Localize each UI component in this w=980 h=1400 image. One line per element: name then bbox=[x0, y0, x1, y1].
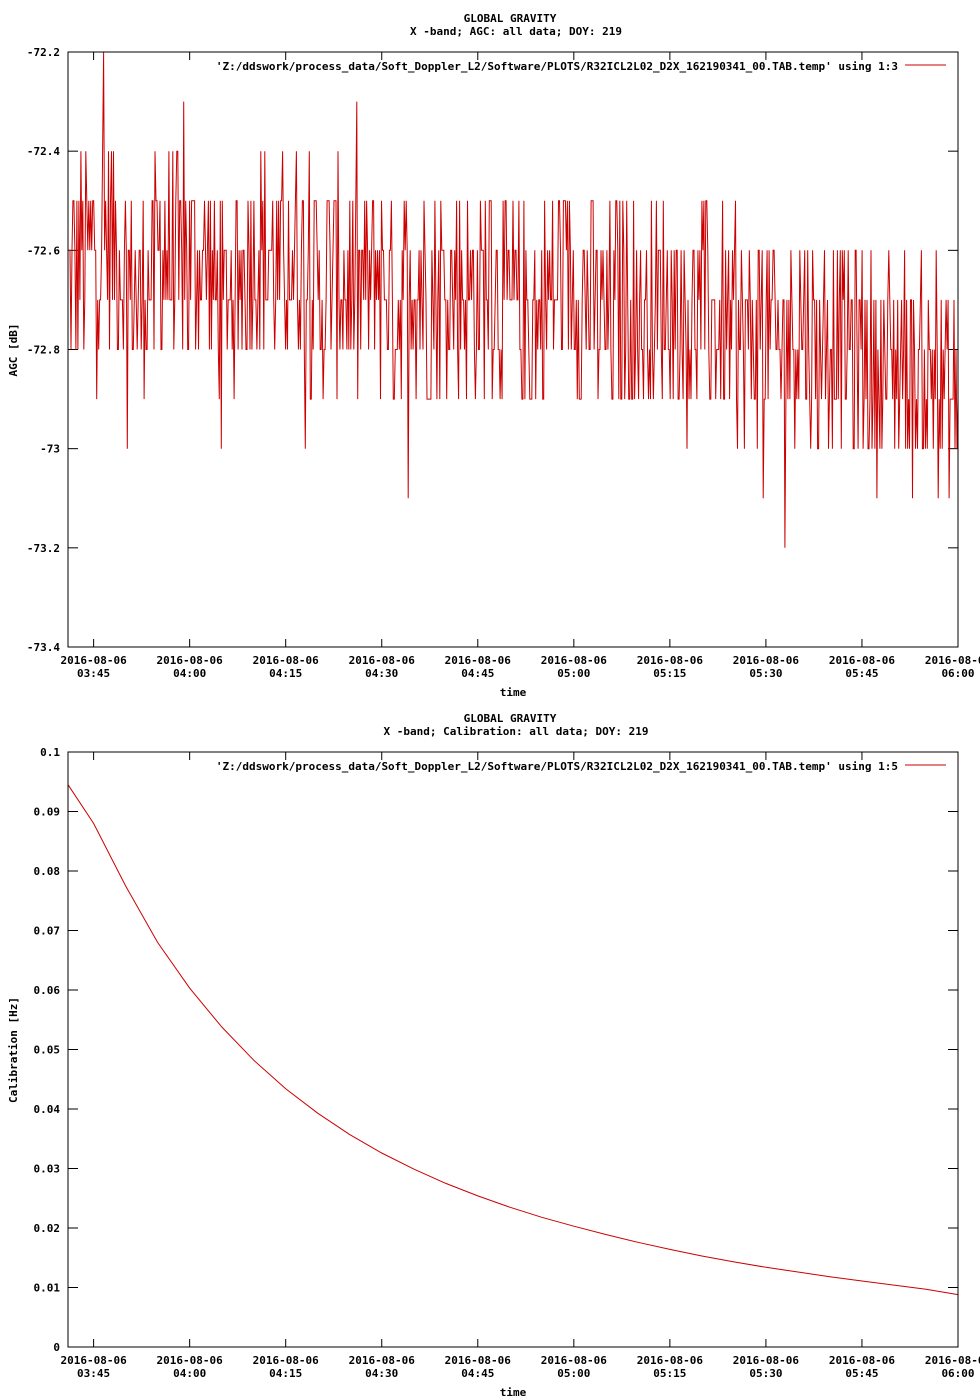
calibration-y-tick-label: 0.09 bbox=[34, 806, 61, 819]
agc-x-tick-time: 04:30 bbox=[365, 667, 398, 680]
agc-x-tick-time: 04:15 bbox=[269, 667, 302, 680]
calibration-x-tick-time: 05:30 bbox=[749, 1367, 782, 1380]
calibration-x-ticks: 2016-08-0603:452016-08-0604:002016-08-06… bbox=[60, 752, 980, 1380]
agc-plot: GLOBAL GRAVITY X -band; AGC: all data; D… bbox=[7, 12, 980, 699]
calibration-x-axis-label: time bbox=[500, 1386, 527, 1399]
calibration-y-tick-label: 0.03 bbox=[34, 1163, 61, 1176]
agc-plot-subtitle: X -band; AGC: all data; DOY: 219 bbox=[410, 25, 622, 38]
calibration-y-tick-label: 0.01 bbox=[34, 1282, 61, 1295]
calibration-x-tick-date: 2016-08-06 bbox=[829, 1354, 896, 1367]
calibration-plot-frame bbox=[67, 751, 959, 1348]
agc-x-tick-date: 2016-08-06 bbox=[733, 654, 800, 667]
agc-x-tick-date: 2016-08-06 bbox=[445, 654, 512, 667]
calibration-y-tick-label: 0.08 bbox=[34, 865, 61, 878]
calibration-y-tick-label: 0.07 bbox=[34, 925, 61, 938]
calibration-x-tick-date: 2016-08-06 bbox=[733, 1354, 800, 1367]
agc-x-tick-date: 2016-08-06 bbox=[637, 654, 704, 667]
agc-x-ticks: 2016-08-0603:452016-08-0604:002016-08-06… bbox=[60, 52, 980, 680]
agc-x-tick-time: 05:00 bbox=[557, 667, 590, 680]
calibration-x-tick-date: 2016-08-06 bbox=[637, 1354, 704, 1367]
calibration-x-tick-time: 03:45 bbox=[77, 1367, 110, 1380]
agc-y-tick-label: -72.6 bbox=[27, 244, 60, 257]
calibration-legend-label: 'Z:/ddswork/process_data/Soft_Doppler_L2… bbox=[216, 760, 898, 773]
calibration-y-tick-label: 0.06 bbox=[34, 984, 61, 997]
calibration-x-tick-time: 05:45 bbox=[845, 1367, 878, 1380]
agc-x-tick-time: 05:30 bbox=[749, 667, 782, 680]
calibration-plot-title: GLOBAL GRAVITY bbox=[464, 712, 557, 725]
agc-y-tick-label: -72.2 bbox=[27, 46, 60, 59]
agc-x-tick-time: 05:15 bbox=[653, 667, 686, 680]
calibration-x-tick-time: 05:00 bbox=[557, 1367, 590, 1380]
calibration-x-tick-date: 2016-08-06 bbox=[925, 1354, 980, 1367]
calibration-x-tick-time: 04:00 bbox=[173, 1367, 206, 1380]
agc-x-tick-date: 2016-08-06 bbox=[253, 654, 320, 667]
agc-x-axis-label: time bbox=[500, 686, 527, 699]
calibration-plot-subtitle: X -band; Calibration: all data; DOY: 219 bbox=[384, 725, 649, 738]
calibration-y-axis-label: Calibration [Hz] bbox=[7, 997, 20, 1103]
agc-plot-title: GLOBAL GRAVITY bbox=[464, 12, 557, 25]
calibration-y-tick-label: 0.05 bbox=[34, 1044, 61, 1057]
agc-x-tick-time: 05:45 bbox=[845, 667, 878, 680]
agc-legend-label: 'Z:/ddswork/process_data/Soft_Doppler_L2… bbox=[216, 60, 898, 73]
agc-x-tick-date: 2016-08-06 bbox=[60, 654, 127, 667]
calibration-x-tick-date: 2016-08-06 bbox=[60, 1354, 127, 1367]
calibration-x-tick-time: 04:30 bbox=[365, 1367, 398, 1380]
agc-plot-frame bbox=[67, 51, 959, 648]
calibration-x-tick-date: 2016-08-06 bbox=[157, 1354, 224, 1367]
calibration-x-tick-date: 2016-08-06 bbox=[253, 1354, 320, 1367]
calibration-x-tick-time: 04:45 bbox=[461, 1367, 494, 1380]
agc-x-tick-date: 2016-08-06 bbox=[925, 654, 980, 667]
calibration-y-tick-label: 0.04 bbox=[34, 1103, 61, 1116]
calibration-y-tick-label: 0.1 bbox=[40, 746, 60, 759]
agc-y-ticks: -72.2 -72.4 -72.6 -72.8 -73 -73.2 -73.4 bbox=[27, 46, 958, 654]
calibration-x-tick-time: 06:00 bbox=[941, 1367, 974, 1380]
calibration-y-tick-label: 0.02 bbox=[34, 1222, 61, 1235]
agc-x-tick-time: 03:45 bbox=[77, 667, 110, 680]
agc-y-tick-label: -72.8 bbox=[27, 344, 60, 357]
agc-y-tick-label: -72.4 bbox=[27, 145, 60, 158]
agc-x-tick-date: 2016-08-06 bbox=[829, 654, 896, 667]
agc-y-tick-label: -73.2 bbox=[27, 542, 60, 555]
agc-series-line bbox=[68, 51, 959, 548]
calibration-x-tick-date: 2016-08-06 bbox=[445, 1354, 512, 1367]
calibration-x-tick-date: 2016-08-06 bbox=[541, 1354, 608, 1367]
agc-y-tick-label: -73.4 bbox=[27, 641, 60, 654]
agc-y-axis-label: AGC [dB] bbox=[7, 324, 20, 377]
agc-x-tick-date: 2016-08-06 bbox=[157, 654, 224, 667]
agc-x-tick-time: 06:00 bbox=[941, 667, 974, 680]
agc-x-tick-time: 04:45 bbox=[461, 667, 494, 680]
calibration-y-tick-label: 0 bbox=[53, 1341, 60, 1354]
agc-x-tick-date: 2016-08-06 bbox=[541, 654, 608, 667]
calibration-x-tick-time: 05:15 bbox=[653, 1367, 686, 1380]
agc-x-tick-time: 04:00 bbox=[173, 667, 206, 680]
calibration-series-line bbox=[67, 784, 959, 1296]
calibration-plot: GLOBAL GRAVITY X -band; Calibration: all… bbox=[7, 712, 980, 1399]
calibration-x-tick-date: 2016-08-06 bbox=[349, 1354, 416, 1367]
agc-x-tick-date: 2016-08-06 bbox=[349, 654, 416, 667]
calibration-y-ticks: 0.1 0.09 0.08 0.07 0.06 0.05 0.04 0.03 0.02 0.01 0 bbox=[34, 746, 958, 1354]
agc-y-tick-label: -73 bbox=[40, 443, 60, 456]
calibration-x-tick-time: 04:15 bbox=[269, 1367, 302, 1380]
